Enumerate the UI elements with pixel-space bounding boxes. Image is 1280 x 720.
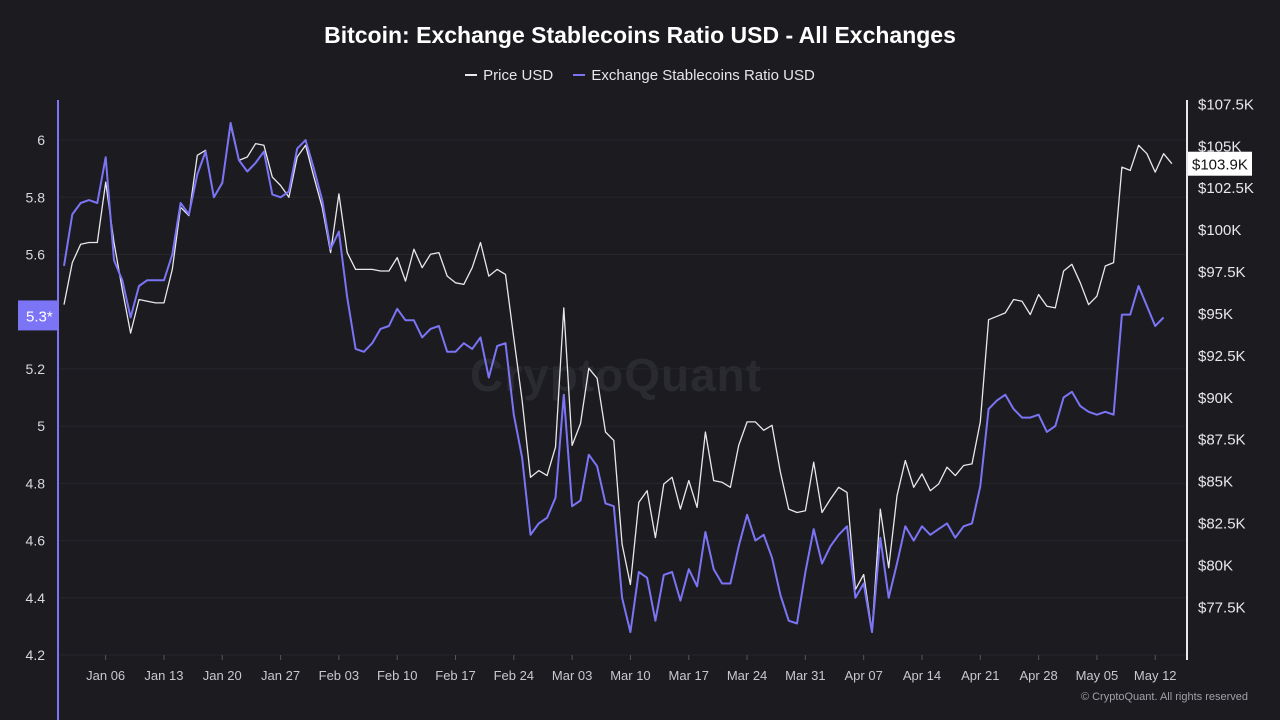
- y-left-tick-label: 5: [37, 418, 45, 434]
- y-right-tick-label: $90K: [1198, 390, 1233, 407]
- y-left-tick-label: 4.2: [26, 647, 46, 663]
- y-left-tick-label: 5.6: [26, 246, 46, 262]
- y-right-tick-label: $102.5K: [1198, 180, 1254, 197]
- copyright: © CryptoQuant. All rights reserved: [1080, 691, 1248, 703]
- x-tick-label: Feb 10: [377, 668, 417, 683]
- x-tick-label: Jan 06: [86, 668, 125, 683]
- x-tick-label: Mar 10: [610, 668, 650, 683]
- current-ratio-label: 5.3*: [26, 308, 53, 325]
- y-right-tick-label: $77.5K: [1198, 599, 1246, 616]
- legend: Price USD Exchange Stablecoins Ratio USD: [0, 63, 1280, 84]
- x-tick-label: Feb 24: [494, 668, 534, 683]
- legend-swatch-ratio: [573, 74, 586, 76]
- y-left-tick-label: 4.6: [26, 533, 46, 549]
- y-right-tick-label: $95K: [1198, 306, 1233, 323]
- y-left-tick-label: 4.4: [26, 590, 46, 606]
- y-left-tick-label: 5.8: [26, 189, 46, 205]
- x-tick-label: Apr 21: [961, 668, 999, 683]
- x-tick-label: Feb 17: [435, 668, 475, 683]
- x-tick-label: Jan 20: [203, 668, 242, 683]
- current-ratio-marker: [18, 300, 58, 331]
- legend-label-ratio: Exchange Stablecoins Ratio USD: [591, 66, 815, 84]
- x-tick-label: May 05: [1076, 668, 1119, 683]
- x-tick-label: Apr 14: [903, 668, 941, 683]
- y-left-tick-label: 6: [37, 132, 45, 148]
- legend-swatch-price: [465, 74, 478, 76]
- y-right-tick-label: $107.5K: [1198, 96, 1254, 113]
- x-tick-label: Jan 27: [261, 668, 300, 683]
- legend-item-ratio[interactable]: Exchange Stablecoins Ratio USD: [573, 66, 815, 84]
- legend-item-price[interactable]: Price USD: [465, 67, 553, 84]
- x-tick-label: Feb 03: [319, 668, 359, 683]
- y-right-tick-label: $82.5K: [1198, 516, 1246, 533]
- x-tick-label: Apr 07: [845, 668, 883, 683]
- x-tick-label: May 12: [1134, 668, 1177, 683]
- y-right-tick-label: $100K: [1198, 222, 1241, 239]
- chart-title: Bitcoin: Exchange Stablecoins Ratio USD …: [324, 22, 956, 48]
- x-tick-label: Mar 24: [727, 668, 767, 683]
- current-price-marker: [1188, 151, 1252, 176]
- series-line-price: [63, 124, 1173, 633]
- y-right-tick-label: $80K: [1198, 557, 1233, 574]
- x-tick-label: Jan 13: [144, 668, 183, 683]
- y-right-tick-label: $87.5K: [1198, 432, 1246, 449]
- y-left-tick-label: 4.8: [26, 475, 46, 491]
- y-right-tick-label: $85K: [1198, 474, 1233, 491]
- y-right-tick-label: $105K: [1198, 138, 1241, 155]
- y-right-tick-label: $97.5K: [1198, 264, 1246, 281]
- x-tick-label: Apr 28: [1019, 668, 1057, 683]
- x-tick-label: Mar 17: [669, 668, 709, 683]
- current-price-label: $103.9K: [1192, 157, 1248, 174]
- y-left-tick-label: 5.2: [26, 361, 46, 377]
- legend-label-price: Price USD: [483, 66, 554, 84]
- x-tick-label: Mar 31: [785, 668, 825, 683]
- series-line-ratio: [63, 121, 1165, 634]
- x-tick-label: Mar 03: [552, 668, 592, 683]
- y-right-tick-label: $92.5K: [1198, 348, 1246, 365]
